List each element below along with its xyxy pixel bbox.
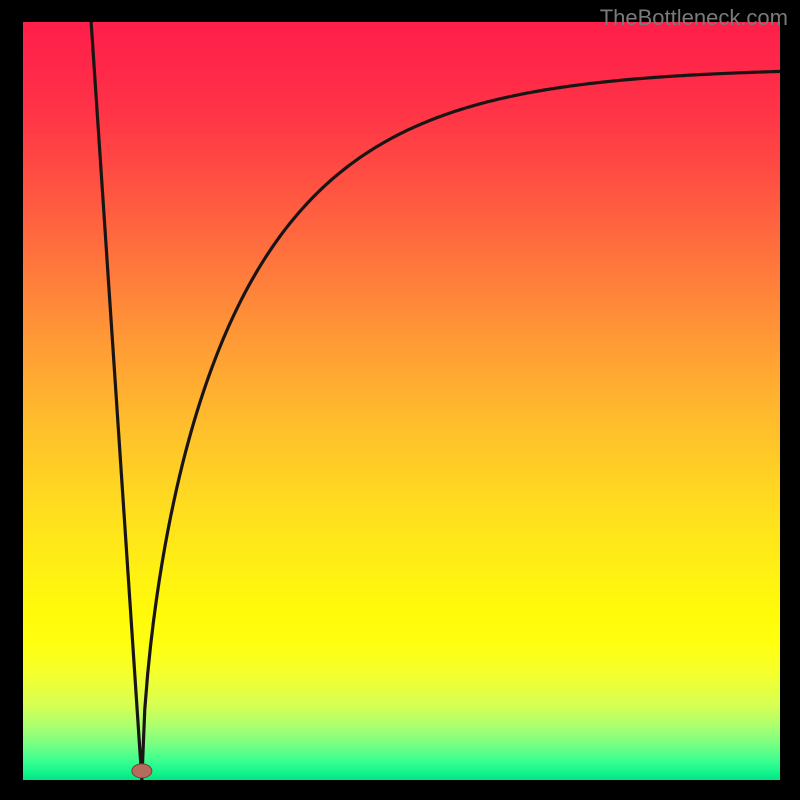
chart-root: TheBottleneck.com [0,0,800,800]
bottleneck-curve [23,22,780,780]
curve-path [91,22,780,780]
plot-area [23,22,780,780]
vertex-marker [132,764,152,778]
